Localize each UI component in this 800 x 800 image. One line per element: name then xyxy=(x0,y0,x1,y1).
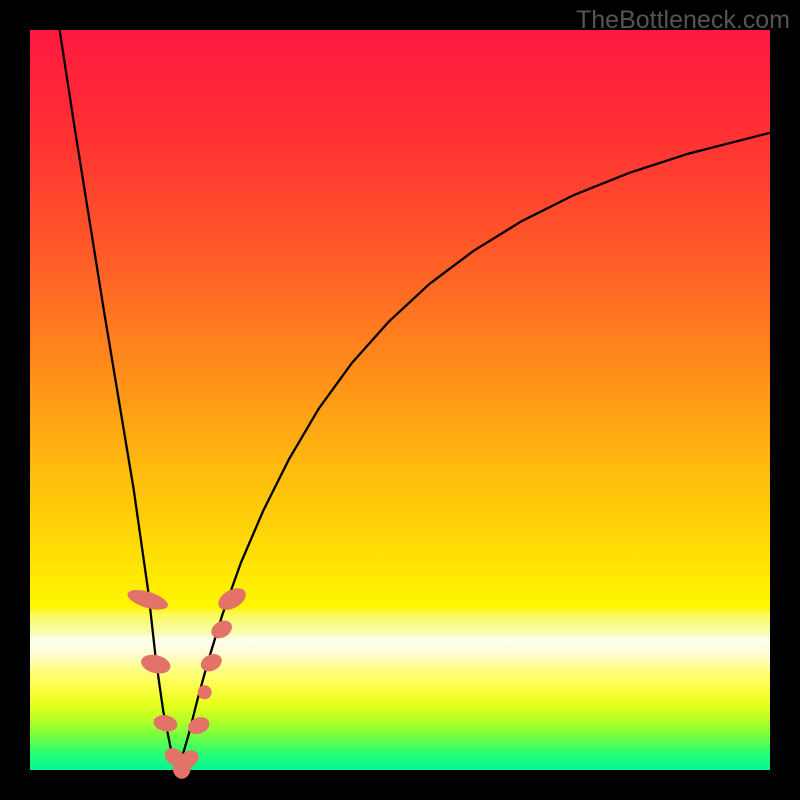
chart-plot-background xyxy=(30,30,770,770)
bottleneck-chart: TheBottleneck.com xyxy=(0,0,800,800)
chart-svg xyxy=(0,0,800,800)
marker-point xyxy=(198,685,212,699)
watermark-text: TheBottleneck.com xyxy=(576,6,790,35)
